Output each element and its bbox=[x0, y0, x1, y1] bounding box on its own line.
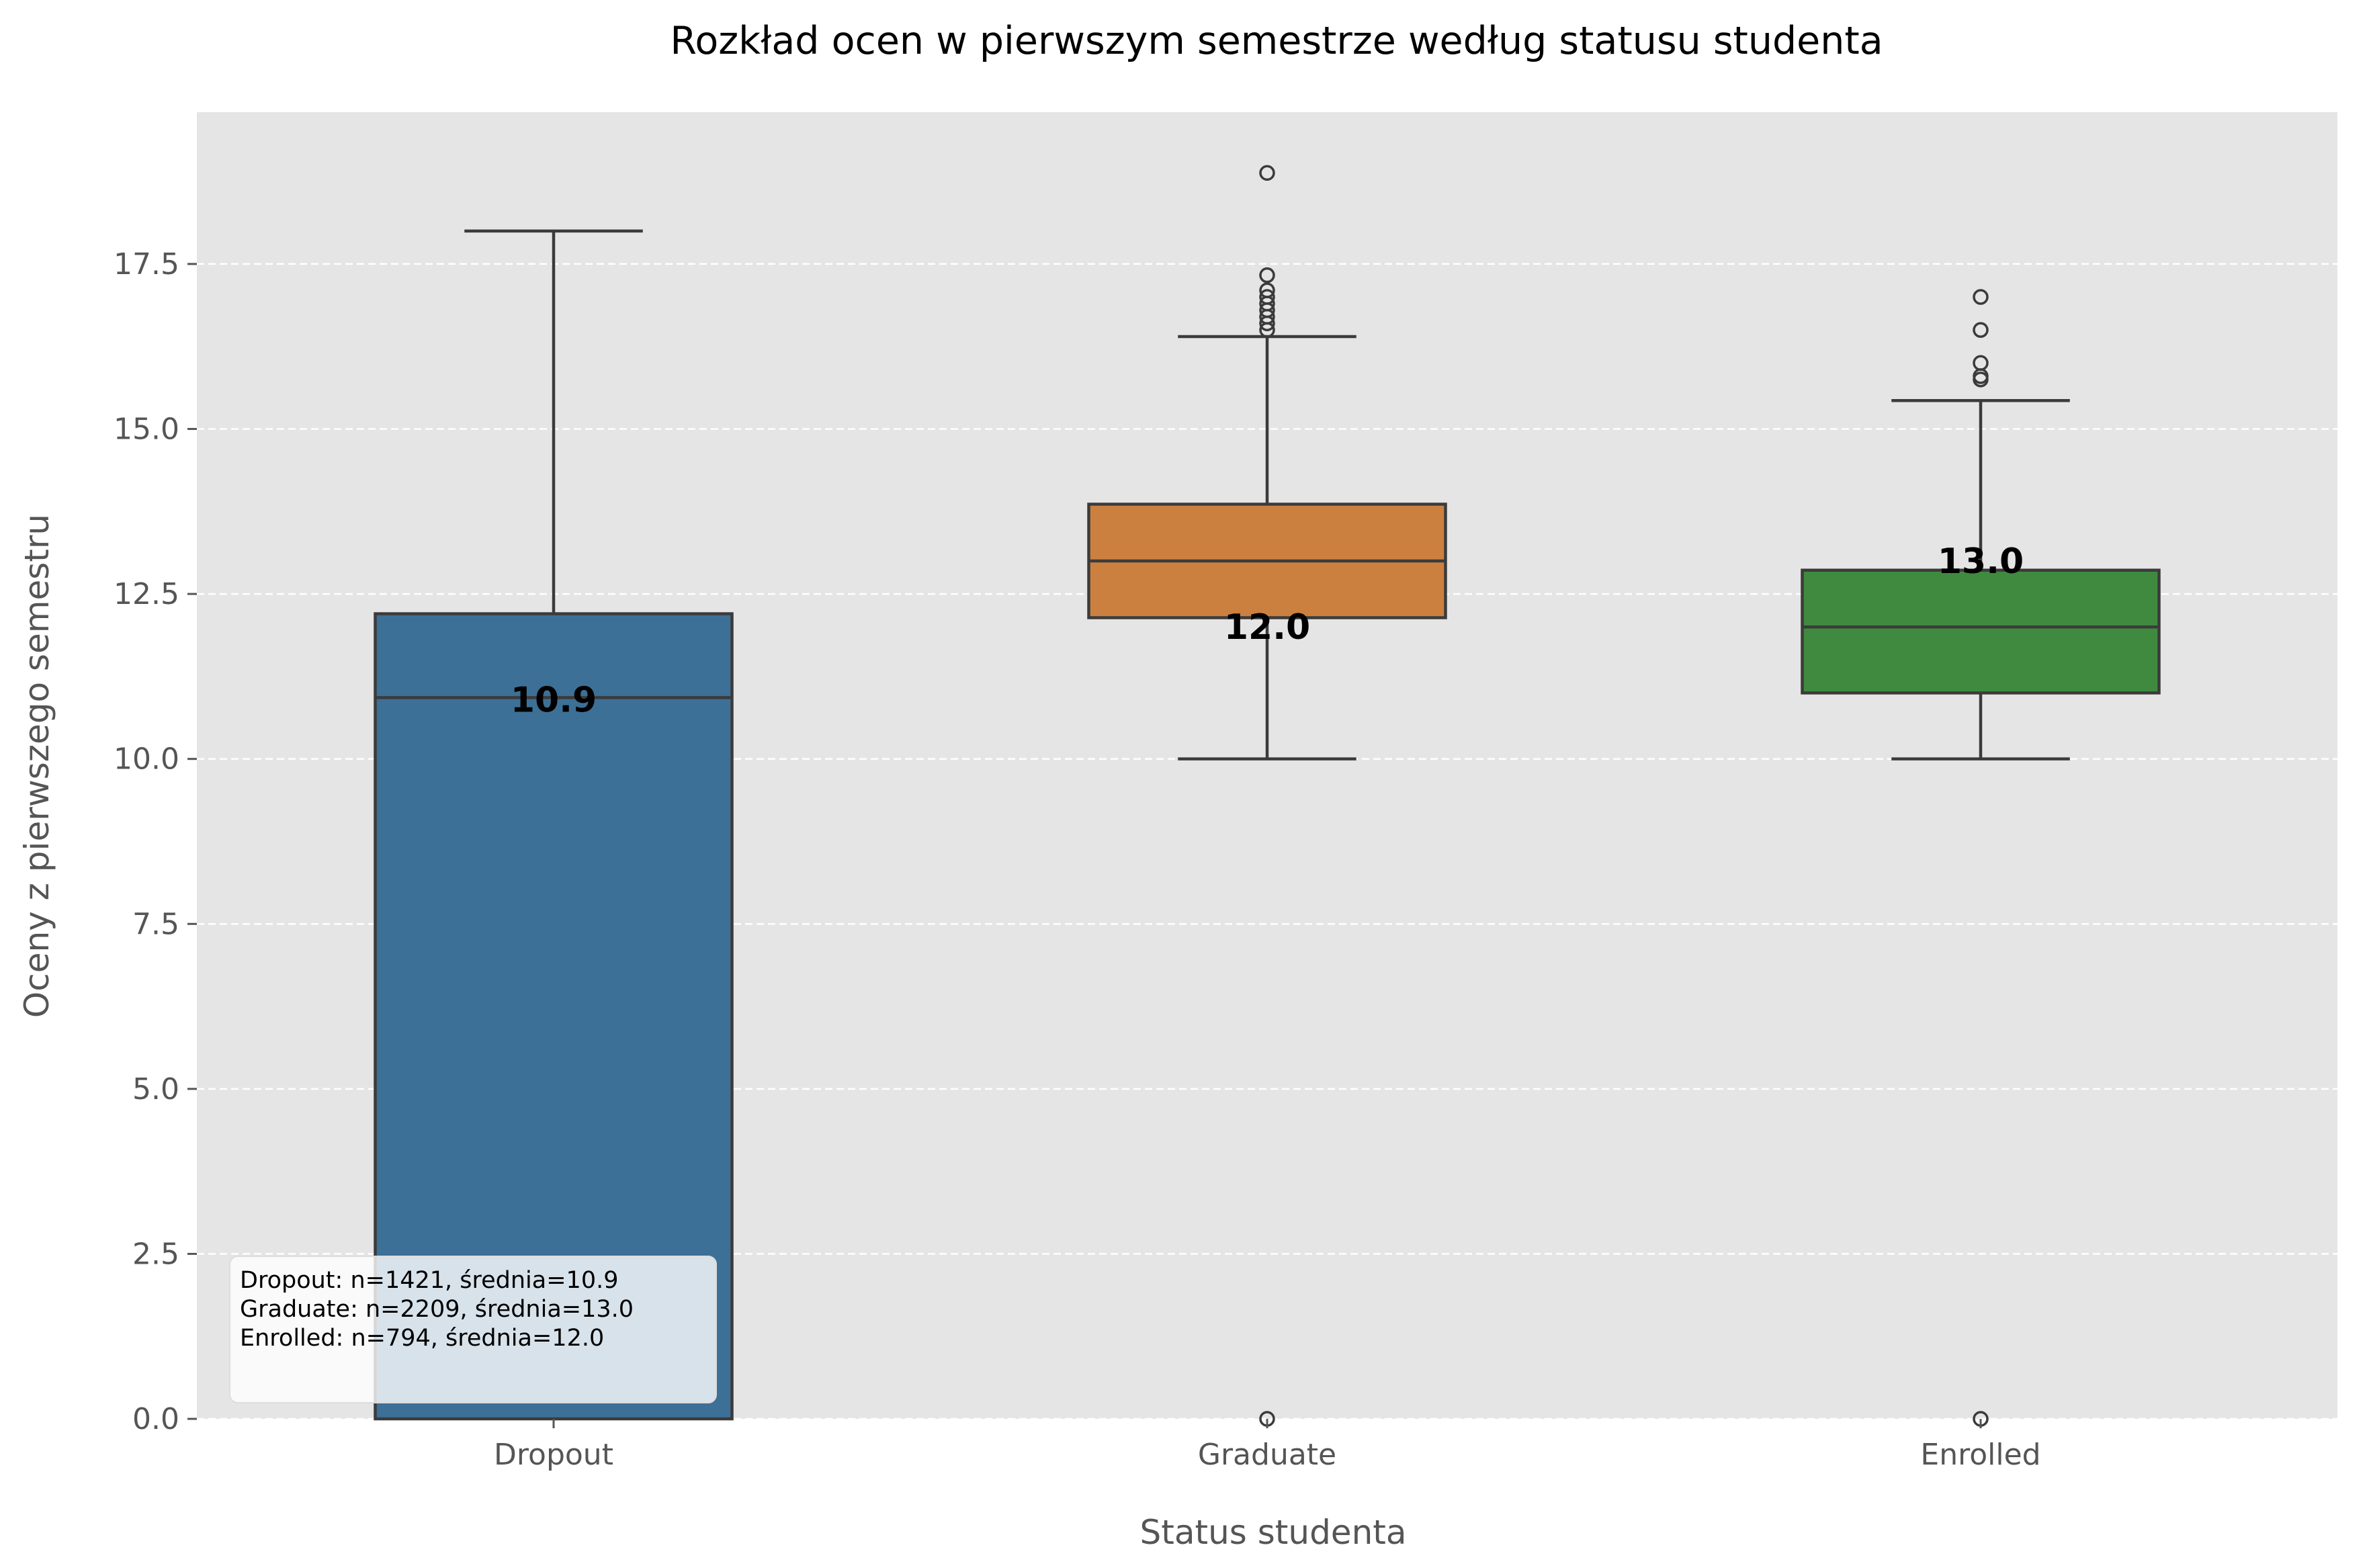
outlier-point bbox=[1973, 322, 1989, 338]
box-value-label: 10.9 bbox=[511, 680, 597, 720]
y-tick-label: 5.0 bbox=[132, 1072, 179, 1106]
x-axis: Dropout Graduate Enrolled bbox=[494, 1419, 2041, 1472]
y-axis-label: Oceny z pierwszego semestru bbox=[17, 514, 56, 1018]
y-tick-label: 2.5 bbox=[132, 1237, 179, 1271]
outlier-point bbox=[1973, 355, 1989, 372]
y-tick-label: 7.5 bbox=[132, 907, 179, 941]
x-tick-label: Enrolled bbox=[1920, 1438, 2040, 1472]
legend-box bbox=[229, 1256, 717, 1403]
outlier-point bbox=[1259, 267, 1275, 284]
y-tick-label: 0.0 bbox=[132, 1402, 179, 1436]
legend-line-enrolled: Enrolled: n=794, średnia=12.0 bbox=[240, 1325, 604, 1352]
x-tick-label: Graduate bbox=[1198, 1438, 1336, 1472]
y-axis: 0.0 2.5 5.0 7.5 10.0 12.5 15.0 17.5 bbox=[114, 247, 197, 1436]
x-tick-label: Dropout bbox=[494, 1438, 613, 1472]
box-value-label: 13.0 bbox=[1938, 541, 2024, 582]
legend-line-dropout: Dropout: n=1421, średnia=10.9 bbox=[240, 1267, 619, 1294]
y-tick-label: 12.5 bbox=[114, 577, 179, 611]
box-value-label: 12.0 bbox=[1224, 607, 1310, 648]
legend-line-graduate: Graduate: n=2209, średnia=13.0 bbox=[240, 1296, 634, 1323]
outlier-point bbox=[1973, 289, 1989, 305]
outlier-point bbox=[1259, 165, 1275, 181]
y-tick-label: 15.0 bbox=[114, 412, 179, 447]
y-tick-label: 17.5 bbox=[114, 247, 179, 281]
stats-legend: Dropout: n=1421, średnia=10.9 Graduate: … bbox=[229, 1256, 717, 1403]
box-enrolled bbox=[1801, 568, 2161, 695]
x-axis-label: Status studenta bbox=[1140, 1513, 1407, 1552]
outlier-point bbox=[1259, 289, 1275, 305]
outlier-point bbox=[1259, 282, 1275, 298]
y-tick-label: 10.0 bbox=[114, 742, 179, 777]
chart-title: Rozkład ocen w pierwszym semestrze wedłu… bbox=[670, 19, 1883, 63]
